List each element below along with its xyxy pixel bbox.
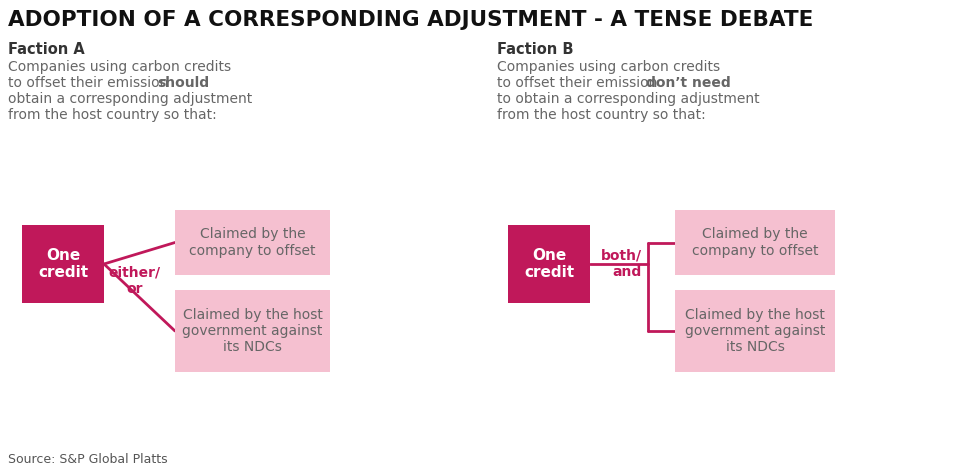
Text: Claimed by the
company to offset: Claimed by the company to offset bbox=[692, 228, 818, 257]
Text: Claimed by the host
government against
its NDCs: Claimed by the host government against i… bbox=[182, 308, 322, 354]
Text: One
credit: One credit bbox=[524, 248, 574, 280]
Text: should: should bbox=[157, 76, 209, 90]
Bar bbox=[175, 290, 330, 372]
Text: Claimed by the
company to offset: Claimed by the company to offset bbox=[189, 228, 316, 257]
Text: obtain a corresponding adjustment: obtain a corresponding adjustment bbox=[8, 92, 252, 106]
Bar bbox=[22, 225, 104, 303]
Text: One
credit: One credit bbox=[38, 248, 88, 280]
Bar bbox=[675, 290, 835, 372]
Bar bbox=[175, 210, 330, 275]
Text: to obtain a corresponding adjustment: to obtain a corresponding adjustment bbox=[497, 92, 760, 106]
Text: from the host country so that:: from the host country so that: bbox=[8, 108, 217, 122]
Text: don’t need: don’t need bbox=[646, 76, 730, 90]
Text: Faction B: Faction B bbox=[497, 42, 573, 57]
Text: either/
or: either/ or bbox=[109, 266, 161, 296]
Bar bbox=[675, 210, 835, 275]
Text: Source: S&P Global Platts: Source: S&P Global Platts bbox=[8, 453, 168, 466]
Bar bbox=[508, 225, 590, 303]
Text: to offset their emission: to offset their emission bbox=[497, 76, 662, 90]
Text: Claimed by the host
government against
its NDCs: Claimed by the host government against i… bbox=[685, 308, 825, 354]
Text: to offset their emission: to offset their emission bbox=[8, 76, 172, 90]
Text: Faction A: Faction A bbox=[8, 42, 84, 57]
Text: Companies using carbon credits: Companies using carbon credits bbox=[8, 60, 231, 74]
Text: from the host country so that:: from the host country so that: bbox=[497, 108, 706, 122]
Text: both/
and: both/ and bbox=[601, 249, 642, 279]
Text: ADOPTION OF A CORRESPONDING ADJUSTMENT - A TENSE DEBATE: ADOPTION OF A CORRESPONDING ADJUSTMENT -… bbox=[8, 10, 813, 30]
Text: Companies using carbon credits: Companies using carbon credits bbox=[497, 60, 720, 74]
